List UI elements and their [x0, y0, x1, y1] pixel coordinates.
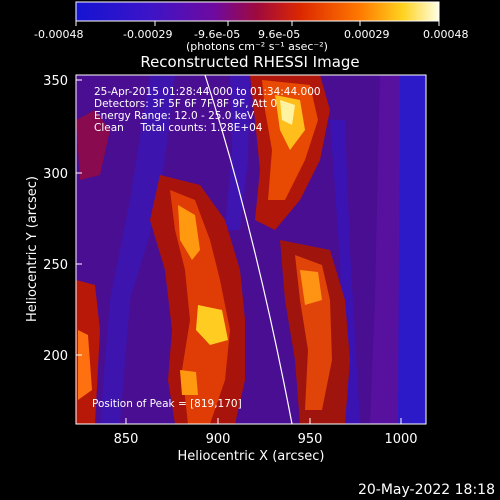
x-tick-label: 1000	[384, 432, 417, 447]
solar-limb-curve	[204, 75, 293, 424]
x-tick-label: 850	[114, 432, 139, 447]
plot-frame	[75, 74, 427, 425]
x-axis-ticks	[125, 418, 402, 424]
y-tick-label: 200	[43, 349, 68, 364]
y-axis-label: Heliocentric Y (arcsec)	[25, 176, 40, 322]
colorbar-ticks	[75, 21, 440, 26]
colorbar-tick-label: 9.6e-05	[258, 28, 300, 41]
colorbar-tick-label: 0.00029	[344, 28, 390, 41]
y-axis-ticks	[76, 79, 82, 356]
peak-position-label: Position of Peak = [819,170]	[92, 398, 242, 410]
colorbar-tick-label: -0.00029	[123, 28, 172, 41]
rhessi-image	[76, 75, 426, 424]
info-energy-range: Energy Range: 12.0 - 25.0 keV	[94, 110, 255, 122]
info-clean-counts: Clean Total counts: 1.28E+04	[94, 122, 263, 134]
colorbar-tick-label: 0.00048	[423, 28, 469, 41]
y-tick-label: 300	[43, 167, 68, 182]
x-tick-label: 950	[298, 432, 323, 447]
info-detectors: Detectors: 3F 5F 6F 7F 8F 9F, Att 0	[94, 98, 277, 110]
image-title: Reconstructed RHESSI Image	[140, 53, 359, 71]
colorbar-unit-label: (photons cm⁻² s⁻¹ asec⁻²)	[186, 40, 328, 53]
colorbar-tick-label: -9.6e-05	[194, 28, 240, 41]
x-axis-label: Heliocentric X (arcsec)	[178, 449, 325, 464]
y-tick-label: 250	[43, 258, 68, 273]
info-overlay: 25-Apr-2015 01:28:44.000 to 01:34:44.000…	[94, 86, 321, 134]
info-time-range: 25-Apr-2015 01:28:44.000 to 01:34:44.000	[94, 86, 321, 98]
y-tick-label: 350	[43, 74, 68, 89]
footer-date: 20-May-2022 18:18	[358, 482, 495, 498]
colorbar	[75, 1, 440, 22]
colorbar-tick-label: -0.00048	[34, 28, 83, 41]
x-tick-label: 900	[206, 432, 231, 447]
